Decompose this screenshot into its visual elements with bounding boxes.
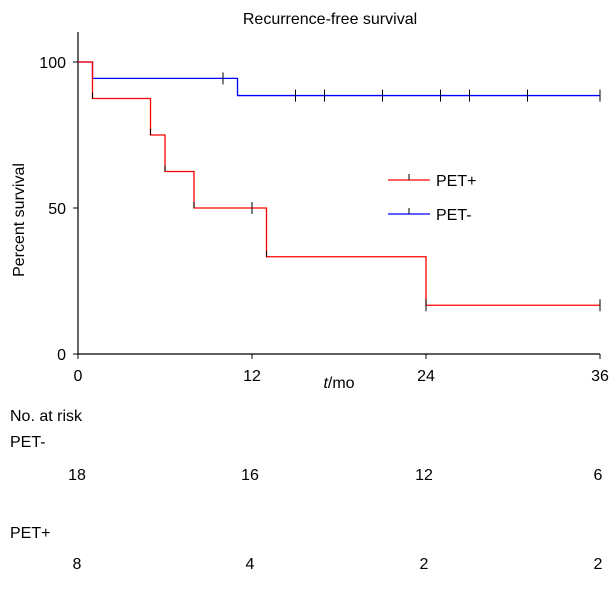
risk-value: 2 — [419, 556, 429, 573]
chart-title: Recurrence-free survival — [243, 11, 417, 28]
legend-label-pet-neg: PET- — [436, 207, 472, 224]
risk-value: 6 — [593, 467, 603, 484]
risk-value: 18 — [68, 467, 86, 484]
survival-chart: Recurrence-free survival Percent surviva… — [11, 11, 609, 392]
risk-row-label-pet-pos: PET+ — [10, 525, 51, 542]
series-line-pet-neg — [78, 61, 600, 97]
legend: PET+ PET- — [388, 173, 476, 224]
x-tick-label: 36 — [591, 368, 609, 385]
risk-table-heading: No. at risk — [10, 408, 83, 425]
x-tick-label: 24 — [417, 368, 435, 385]
risk-value: 16 — [241, 467, 259, 484]
y-tick-label: 0 — [57, 347, 66, 364]
series-line-pet-pos — [78, 61, 600, 306]
risk-value: 8 — [72, 556, 82, 573]
risk-value: 4 — [245, 556, 255, 573]
risk-row-label-pet-neg: PET- — [10, 434, 46, 451]
x-axis-label-unit: /mo — [328, 375, 355, 392]
x-axis-label-italic: t — [323, 375, 328, 392]
y-tick-label: 50 — [48, 201, 66, 218]
risk-value: 2 — [593, 556, 603, 573]
x-tick-label: 0 — [74, 368, 83, 385]
y-axis-label: Percent survival — [11, 163, 28, 277]
x-axis-label: t/mo — [323, 375, 354, 392]
y-tick-label: 100 — [39, 55, 66, 72]
risk-value: 12 — [415, 467, 433, 484]
legend-label-pet-pos: PET+ — [436, 173, 476, 190]
x-tick-label: 12 — [243, 368, 261, 385]
